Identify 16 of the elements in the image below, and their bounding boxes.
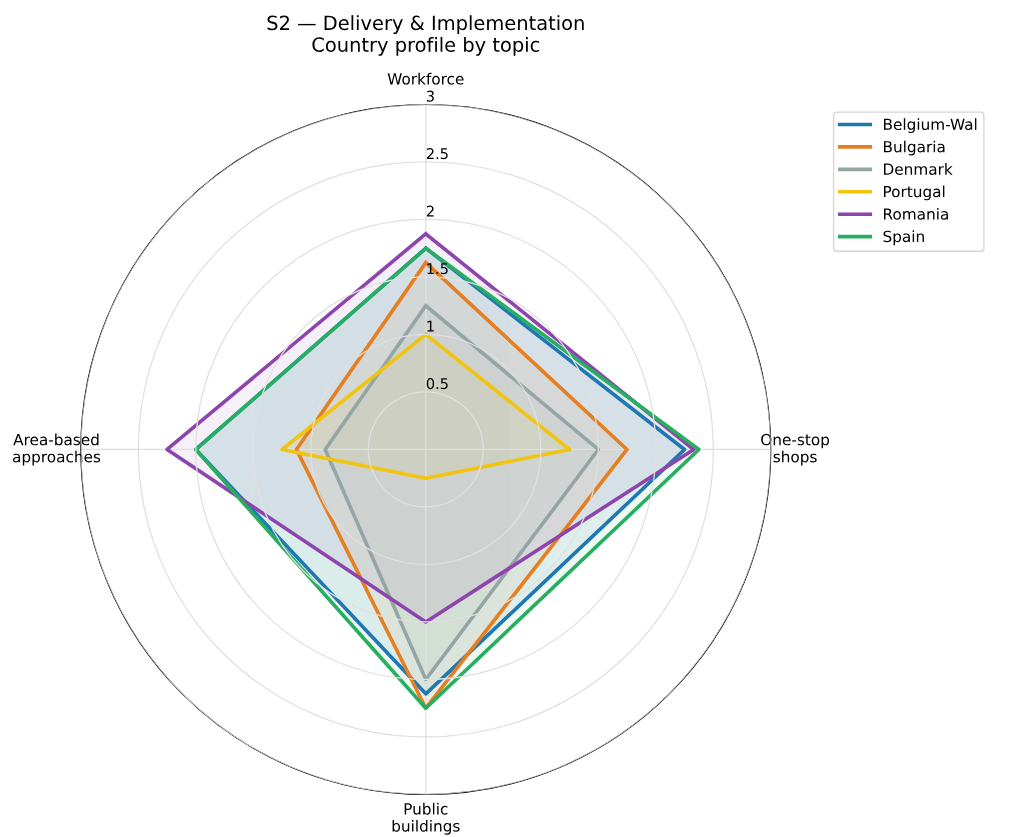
legend-label: Bulgaria [884,140,945,156]
y-tick-label: 1 [427,320,434,332]
y-tick-label: 0.5 [426,378,448,390]
legend-label: Denmark [884,163,953,175]
legend-label: Spain [883,230,924,246]
legend-label: Portugal [884,185,945,201]
legend-label: Romania [884,207,948,220]
spoke-label: Workforce [387,72,464,85]
chart-title: S2 — Delivery & Implementation Country profile by topic [267,15,584,56]
y-tick-label: 2 [426,205,434,217]
spoke-label: Public buildings [392,802,460,835]
legend-label: Belgium-Wal [884,118,977,134]
y-tick-label: 3 [426,90,434,102]
y-tick-label: 2.5 [426,148,448,160]
spoke-label: Area-based approaches [12,433,101,466]
spoke-label: One-stop shops [761,433,830,466]
